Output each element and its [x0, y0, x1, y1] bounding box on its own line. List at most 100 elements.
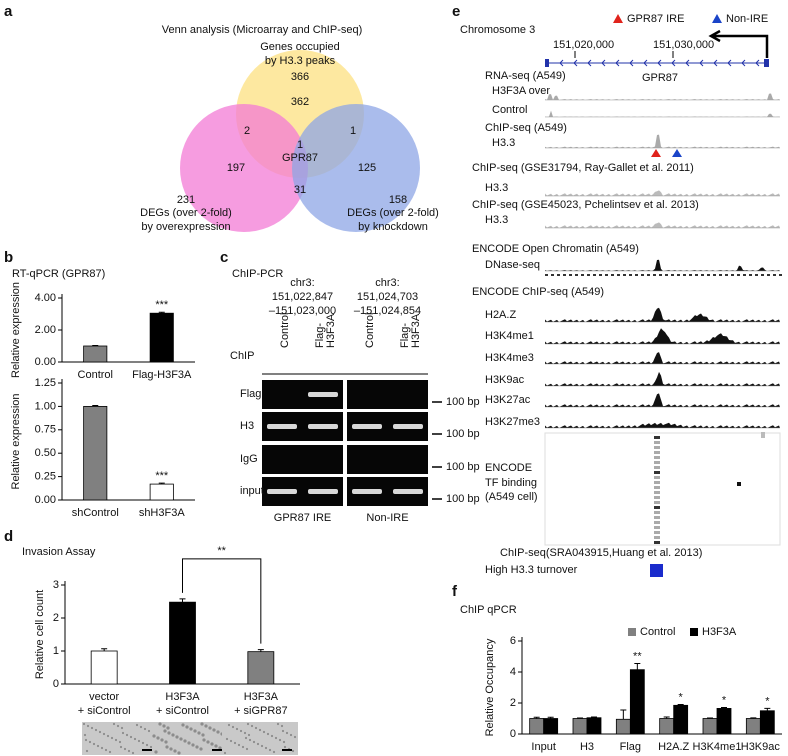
cell — [90, 726, 94, 730]
track-label: H3K27me3 — [485, 416, 540, 428]
dnase-region — [653, 274, 656, 276]
label: 231 — [177, 194, 195, 206]
strand-arrow — [685, 59, 690, 67]
error-bar — [547, 716, 554, 719]
track-label: H3K4me3 — [485, 352, 534, 364]
signal-track — [545, 134, 780, 148]
bar — [83, 405, 108, 501]
turnover-region — [650, 564, 663, 577]
dnase-region — [749, 274, 752, 276]
row-label: Flag — [240, 388, 261, 400]
y-tick-label: 1.25 — [35, 377, 56, 389]
lane-label: H3F3A — [410, 313, 422, 348]
y-tick-label: 2 — [53, 612, 59, 624]
x-tick-label: H3 — [580, 741, 594, 753]
track-label: High H3.3 turnover — [485, 564, 578, 576]
cell — [129, 735, 133, 739]
label: DEGs (over 2-fold) — [140, 207, 232, 219]
error-bar — [764, 707, 771, 711]
dnase-region — [587, 274, 590, 276]
track-label: DNase-seq — [485, 259, 540, 271]
x-tick-label: H3K9ac — [741, 741, 781, 753]
bar — [543, 718, 559, 735]
cell — [82, 722, 86, 726]
panel-label: d — [4, 528, 13, 545]
error-bar — [620, 709, 627, 720]
cell — [163, 729, 167, 733]
tf-site — [654, 526, 660, 529]
ire-marker — [613, 14, 623, 23]
signal-track — [545, 328, 780, 344]
error-bar — [677, 704, 684, 706]
dnase-region — [677, 274, 680, 276]
dnase-region — [701, 274, 704, 276]
tf-site — [654, 491, 660, 494]
tf-site — [761, 432, 765, 438]
tf-site — [654, 541, 660, 544]
cell — [169, 747, 173, 751]
significance: *** — [155, 470, 169, 482]
y-tick-label: 0 — [53, 678, 59, 690]
dnase-region — [623, 274, 626, 276]
cell — [252, 740, 256, 744]
cell — [218, 746, 222, 750]
tf-site — [654, 511, 660, 514]
cell — [283, 745, 287, 749]
bar — [659, 718, 675, 735]
tf-site — [654, 501, 660, 504]
cell — [98, 730, 102, 734]
x-tick-label: shH3F3A — [139, 507, 186, 519]
dnase-region — [581, 274, 584, 276]
cell — [167, 731, 171, 735]
bar — [90, 650, 118, 685]
track-label: H3K27ac — [485, 394, 531, 406]
cell — [120, 726, 124, 730]
row-label: H3 — [240, 420, 254, 432]
cell — [280, 724, 284, 728]
cell — [270, 734, 274, 738]
cell — [276, 722, 280, 726]
label: DEGs (over 2-fold) — [347, 207, 439, 219]
track-label: H2A.Z — [485, 309, 516, 321]
cell — [158, 722, 162, 726]
y-tick-label: 0 — [510, 728, 516, 740]
dnase-region — [599, 274, 602, 276]
tf-site — [654, 436, 660, 439]
track-label: H3.3 — [485, 214, 508, 226]
cell — [210, 742, 214, 746]
tf-site — [654, 441, 660, 444]
cell — [248, 738, 252, 742]
size-marker: 100 bp — [446, 428, 480, 440]
panel-label: f — [452, 583, 458, 600]
track-label: TF binding — [485, 477, 537, 489]
x-tick-sublabel: + siGPR87 — [234, 705, 288, 717]
venn-count: 197 — [227, 162, 245, 174]
error-bar — [663, 716, 670, 719]
dnase-region — [737, 274, 740, 276]
strand-arrow — [755, 59, 760, 67]
tf-site — [654, 481, 660, 484]
error-bar — [257, 649, 264, 652]
cell — [179, 737, 183, 741]
cell — [258, 728, 262, 732]
row-label: input — [240, 485, 264, 497]
dnase-region — [731, 274, 734, 276]
cell — [227, 723, 231, 727]
y-tick-label: 0.00 — [35, 494, 56, 506]
x-tick-sublabel: + siControl — [78, 705, 131, 717]
dnase-region — [635, 274, 638, 276]
dnase-region — [773, 274, 776, 276]
cell — [262, 730, 266, 734]
cell — [94, 728, 98, 732]
bar — [247, 651, 275, 685]
bar — [615, 718, 631, 735]
track-label: H3.3 — [492, 137, 515, 149]
coords: 151,024,703 — [357, 291, 418, 303]
cell — [127, 749, 131, 753]
panel-label: b — [4, 249, 13, 266]
label: Genes occupied — [260, 41, 340, 53]
significance: ** — [633, 650, 642, 662]
cell — [187, 741, 191, 745]
track-label: H3.3 — [485, 182, 508, 194]
cell — [189, 727, 193, 731]
